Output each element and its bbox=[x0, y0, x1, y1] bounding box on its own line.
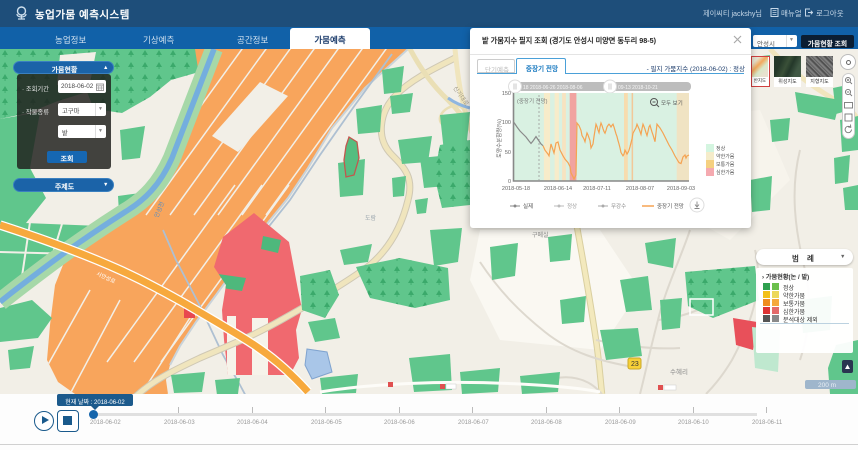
svg-text:정상: 정상 bbox=[716, 145, 726, 152]
svg-text:약한가뭄: 약한가뭄 bbox=[716, 153, 735, 160]
svg-text:09-13 2018-10-21: 09-13 2018-10-21 bbox=[618, 85, 658, 91]
svg-text:도람: 도람 bbox=[365, 214, 377, 222]
svg-text:2018-07-11: 2018-07-11 bbox=[583, 186, 611, 192]
svg-text:무강수: 무강수 bbox=[611, 203, 626, 210]
svg-text:18 2018-06-26 2018-08-06: 18 2018-06-26 2018-08-06 bbox=[523, 85, 583, 91]
svg-text:토양수분함량(%): 토양수분함량(%) bbox=[495, 119, 503, 158]
svg-text:모두 보기: 모두 보기 bbox=[661, 99, 683, 107]
svg-text:실제: 실제 bbox=[523, 202, 533, 210]
svg-text:200 m: 200 m bbox=[818, 382, 836, 389]
svg-text:수혜리: 수혜리 bbox=[670, 367, 688, 376]
svg-text:정상: 정상 bbox=[567, 202, 577, 210]
svg-text:2018-08-07: 2018-08-07 bbox=[626, 186, 654, 192]
svg-text:100: 100 bbox=[502, 120, 511, 126]
svg-text:구메실: 구메실 bbox=[532, 231, 549, 239]
svg-text:50: 50 bbox=[505, 150, 511, 156]
svg-text:보통가뭄: 보통가뭄 bbox=[716, 161, 735, 168]
svg-text:2018-05-18: 2018-05-18 bbox=[502, 186, 530, 192]
svg-text:(중장기 전망): (중장기 전망) bbox=[517, 97, 548, 105]
svg-text:150: 150 bbox=[502, 91, 511, 97]
svg-text:0: 0 bbox=[508, 179, 511, 185]
svg-text:중장기 전망: 중장기 전망 bbox=[657, 202, 684, 210]
svg-text:23: 23 bbox=[631, 361, 639, 368]
svg-text:심한가뭄: 심한가뭄 bbox=[716, 169, 735, 176]
svg-text:2018-06-14: 2018-06-14 bbox=[544, 186, 572, 192]
svg-text:2018-09-03: 2018-09-03 bbox=[667, 186, 695, 192]
